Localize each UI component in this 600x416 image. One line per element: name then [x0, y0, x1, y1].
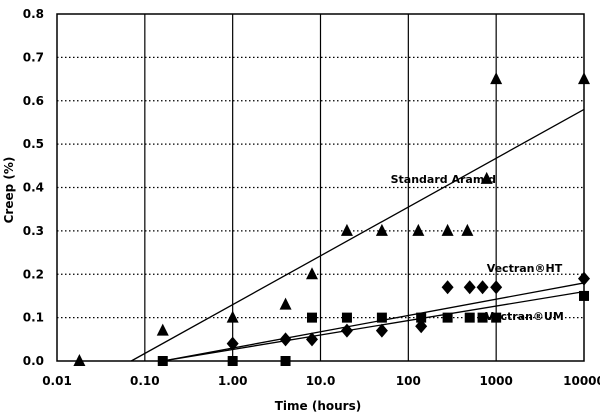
square-marker	[477, 312, 488, 323]
square-marker	[491, 312, 502, 323]
diamond-marker	[490, 280, 503, 295]
square-marker	[341, 312, 352, 323]
series-annotation: Vectran®HT	[487, 262, 563, 275]
y-tick-labels: 0.0 0.1 0.2 0.3 0.4 0.5 0.6 0.7 0.8	[23, 7, 44, 368]
y-tick-label: 0.2	[23, 267, 44, 281]
fit-lines	[130, 108, 585, 362]
y-tick-label: 0.0	[23, 354, 44, 368]
diamond-marker	[305, 332, 318, 347]
diamond-marker	[476, 280, 489, 295]
diamond-marker	[340, 323, 353, 338]
triangle-marker	[226, 310, 239, 323]
x-tick-label: 10.0	[306, 374, 336, 388]
triangle-marker	[412, 223, 425, 236]
diamond-marker	[463, 280, 476, 295]
fit-line	[130, 108, 585, 362]
diamond-marker	[279, 332, 292, 347]
triangle-marker	[73, 354, 86, 366]
x-tick-label: 1000	[479, 374, 512, 388]
triangle-marker	[305, 267, 318, 280]
square-marker	[306, 312, 317, 323]
series-annotations: Standard Aramid Vectran®HT Vectran®UM	[391, 173, 564, 323]
triangle-marker	[480, 171, 493, 184]
triangle-marker	[490, 72, 503, 85]
series-annotation: Vectran®UM	[485, 310, 564, 323]
triangle-marker	[375, 223, 388, 236]
y-tick-label: 0.1	[23, 311, 44, 325]
square-marker	[416, 312, 427, 323]
y-tick-label: 0.4	[23, 181, 44, 195]
grid-lines	[57, 14, 584, 361]
x-tick-label: 1.00	[218, 374, 248, 388]
square-marker	[442, 312, 453, 323]
diamond-marker	[415, 319, 428, 334]
y-tick-label: 0.6	[23, 94, 44, 108]
x-tick-label: 0.01	[42, 374, 72, 388]
triangle-marker	[279, 297, 292, 310]
triangle-marker	[156, 323, 169, 336]
triangle-marker	[340, 223, 353, 236]
x-tick-label: 100	[396, 374, 421, 388]
triangle-marker	[461, 223, 474, 236]
diamond-marker	[375, 323, 388, 338]
y-tick-label: 0.8	[23, 7, 44, 21]
square-marker	[464, 312, 475, 323]
diamond-marker	[226, 336, 239, 351]
diamond-marker	[441, 280, 454, 295]
plot-frame	[56, 13, 585, 362]
triangle-marker	[441, 223, 454, 236]
y-tick-label: 0.5	[23, 137, 44, 151]
y-tick-label: 0.7	[23, 50, 44, 64]
fit-line	[162, 290, 585, 362]
y-tick-label: 0.3	[23, 224, 44, 238]
series-annotation: Standard Aramid	[391, 173, 496, 186]
x-tick-label: 0.10	[130, 374, 160, 388]
square-marker	[376, 312, 387, 323]
y-axis-label: Creep (%)	[2, 157, 16, 224]
x-axis-label: Time (hours)	[275, 399, 361, 413]
